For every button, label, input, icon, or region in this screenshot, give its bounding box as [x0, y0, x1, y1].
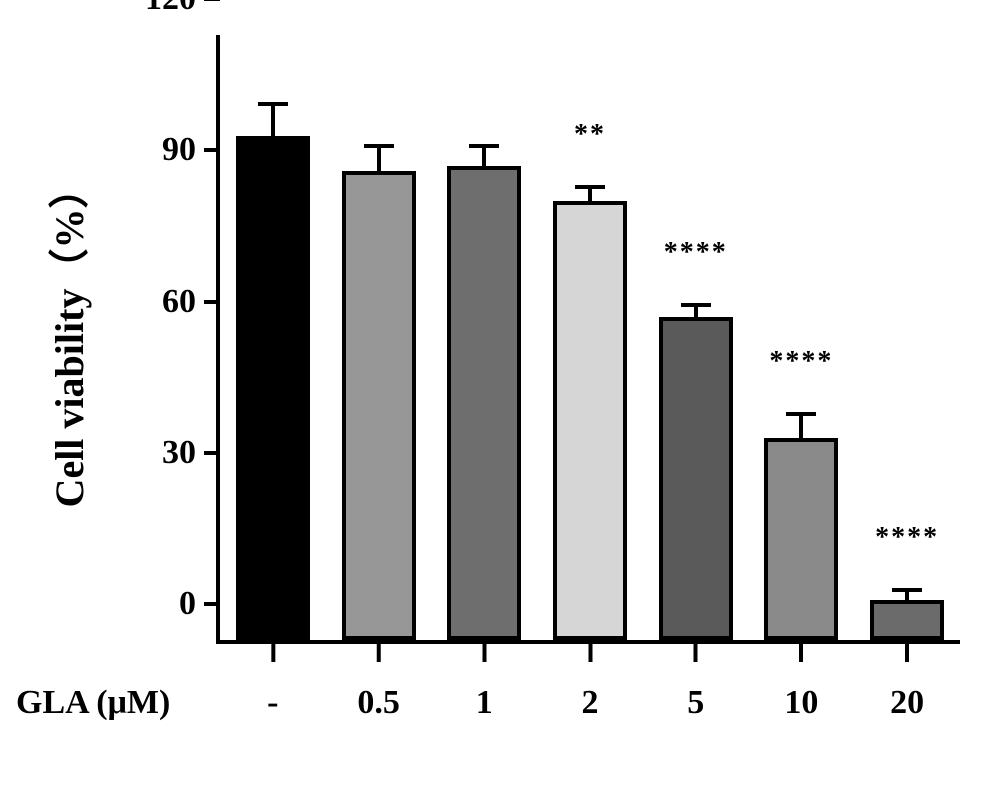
y-tick-label: 30	[162, 434, 196, 472]
bar	[659, 317, 733, 640]
x-tick: 5	[687, 640, 704, 722]
bar	[764, 438, 838, 640]
significance-label: **	[574, 119, 606, 151]
x-tick: 2	[582, 640, 599, 722]
significance-label: ****	[875, 522, 939, 554]
x-tick-mark	[482, 640, 486, 662]
x-tick-label: 20	[890, 684, 924, 722]
y-tick-mark	[204, 300, 220, 304]
bar	[447, 166, 521, 640]
error-bar-cap	[786, 412, 816, 416]
x-tick: -	[267, 640, 278, 722]
significance-label: ****	[664, 237, 728, 269]
x-tick-mark	[588, 640, 592, 662]
plot-area: 0306090120-0.51**2****5****10****20	[216, 35, 960, 644]
x-tick-mark	[377, 640, 381, 662]
x-tick: 0.5	[357, 640, 400, 722]
significance-label: ****	[769, 346, 833, 378]
error-bar-cap	[364, 144, 394, 148]
y-tick-mark	[204, 0, 220, 1]
x-tick: 10	[784, 640, 818, 722]
y-tick-mark	[204, 148, 220, 152]
bar	[342, 171, 416, 640]
y-tick: 120	[145, 0, 220, 18]
y-tick-label: 0	[179, 585, 196, 623]
y-tick: 60	[162, 283, 220, 321]
x-axis-label: GLA (μM)	[16, 684, 170, 722]
chart-container: 0306090120-0.51**2****5****10****20 Cell…	[0, 0, 990, 792]
x-tick-mark	[799, 640, 803, 662]
x-tick-mark	[694, 640, 698, 662]
y-tick-mark	[204, 602, 220, 606]
x-tick-label: 0.5	[357, 684, 400, 722]
bar	[870, 600, 944, 640]
x-tick: 1	[476, 640, 493, 722]
bar	[553, 201, 627, 640]
bar	[236, 136, 310, 640]
error-bar-cap	[258, 102, 288, 106]
error-bar-stem	[271, 106, 275, 136]
x-tick-label: 2	[582, 684, 599, 722]
y-tick-label: 60	[162, 283, 196, 321]
x-tick-mark	[905, 640, 909, 662]
y-tick: 0	[179, 585, 220, 623]
error-bar-cap	[575, 185, 605, 189]
y-tick: 30	[162, 434, 220, 472]
x-tick-label: -	[267, 684, 278, 722]
x-tick-label: 5	[687, 684, 704, 722]
x-tick-mark	[271, 640, 275, 662]
error-bar-stem	[905, 592, 909, 600]
x-tick-label: 1	[476, 684, 493, 722]
error-bar-cap	[469, 144, 499, 148]
y-axis-label: Cell viability（%）	[37, 168, 95, 507]
y-tick-mark	[204, 451, 220, 455]
error-bar-stem	[694, 307, 698, 317]
error-bar-cap	[892, 588, 922, 592]
y-tick: 90	[162, 131, 220, 169]
y-tick-label: 90	[162, 131, 196, 169]
y-tick-label: 120	[145, 0, 196, 18]
error-bar-stem	[799, 416, 803, 439]
x-tick-label: 10	[784, 684, 818, 722]
error-bar-cap	[681, 303, 711, 307]
error-bar-stem	[377, 148, 381, 171]
error-bar-stem	[482, 148, 486, 166]
x-tick: 20	[890, 640, 924, 722]
error-bar-stem	[588, 189, 592, 202]
